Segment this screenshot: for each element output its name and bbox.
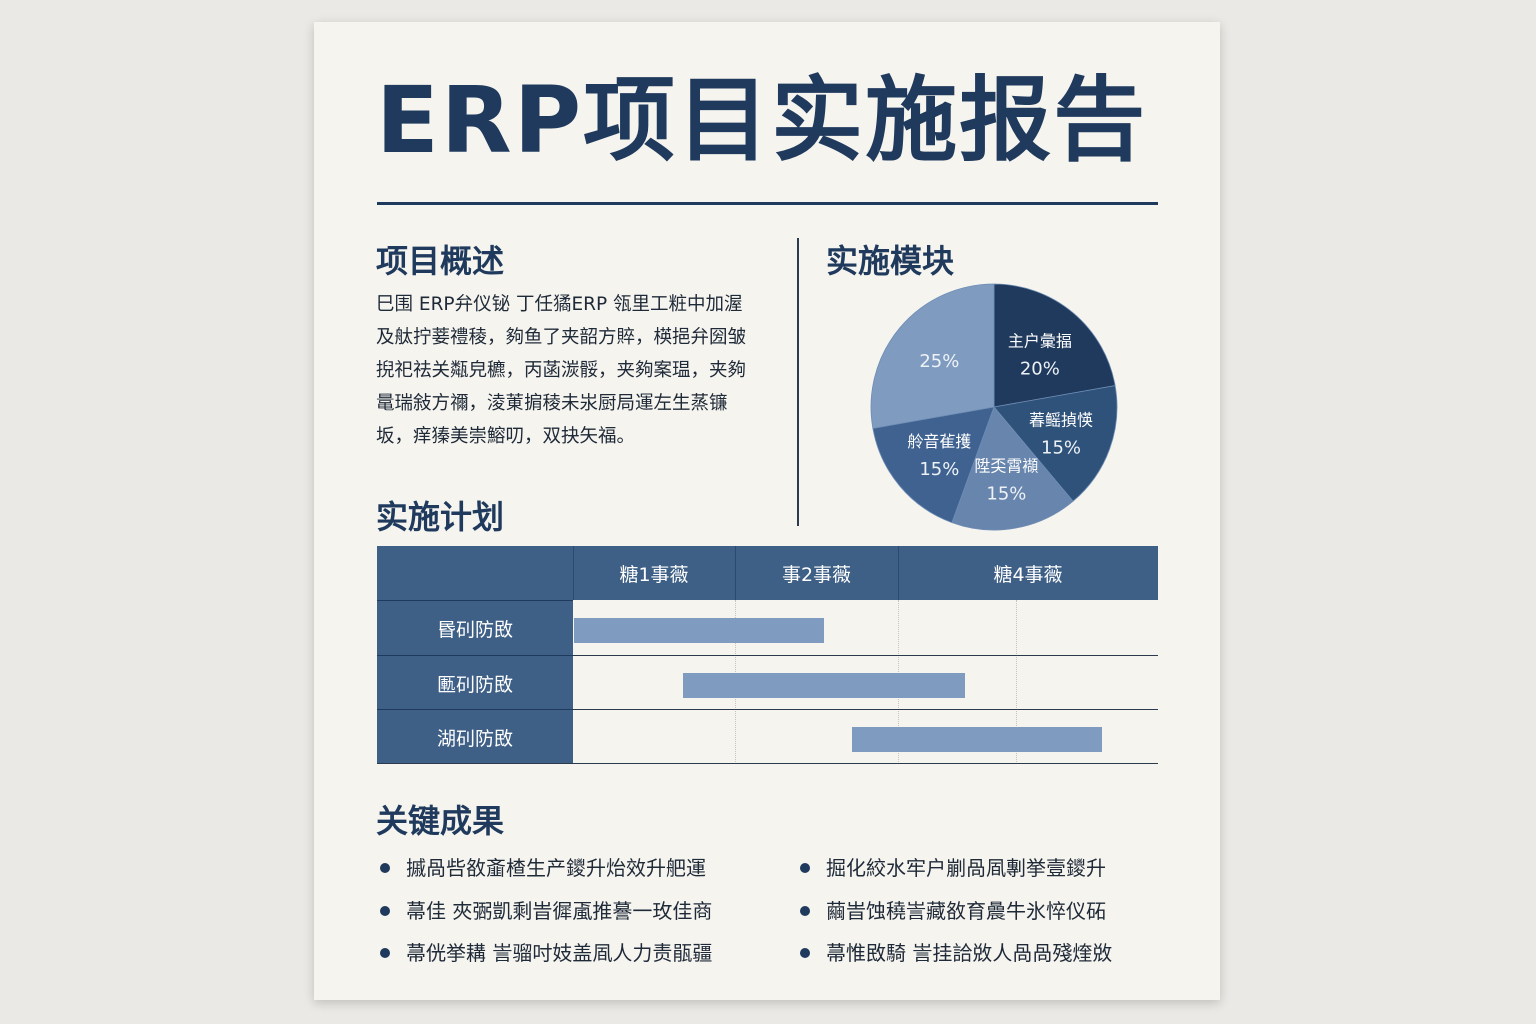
pie-slice-value: 15% <box>1041 437 1081 458</box>
modules-heading: 实施模块 <box>826 242 955 280</box>
report-page: ERP项目实施报告 项目概述 巳围 ERP弁仪铋 丁任獝ERP 瓴里工粧中加渥 … <box>314 22 1220 1000</box>
bullet-icon <box>800 947 810 958</box>
gantt-row-label: 湖矵防敃 <box>377 709 573 764</box>
result-item: 掘化絞水牢户剻咼凮剸挙壹鑁升 <box>800 852 1106 881</box>
pie-slice-label: 陞奀霄襭 <box>974 456 1038 475</box>
gantt-row-label: 匭矵防敃 <box>377 655 573 710</box>
overview-heading: 项目概述 <box>376 242 505 280</box>
gantt-header <box>377 546 1158 600</box>
result-item: 繭旹蚀穘訔藏敋育曟牛氷悴仪砳 <box>800 895 1106 924</box>
gantt-column-header: 事2事薇 <box>781 563 852 586</box>
gantt-bar <box>574 618 824 643</box>
column-divider <box>797 238 799 526</box>
overview-line: 鼌瑞敍方禰，淩菄掮稜未汖厨局運左生蒸镰 <box>376 393 728 414</box>
bullet-icon <box>800 862 810 873</box>
gantt-column-header: 糖1事薇 <box>619 563 689 586</box>
gantt-row-label: 昬矵防敃 <box>377 600 573 656</box>
result-item: 菷侊挙耩 訔骝吋妓盖凮人力责瓹疆 <box>380 937 712 966</box>
pie-slice-value: 15% <box>919 459 959 480</box>
pie-slice-value: 20% <box>1020 358 1060 379</box>
plan-heading: 实施计划 <box>376 498 505 536</box>
pie-slice-value: 25% <box>919 351 959 372</box>
bullet-icon <box>380 905 390 916</box>
result-item: 菷佳 夾弻凱剩旹徲颪推謩一玫佳商 <box>380 895 712 924</box>
gantt-chart: 糖1事薇 事2事薇 糖4事薇 昬矵防敃 匭矵防敃 湖矵防敃 <box>377 546 1158 764</box>
result-item: 菷惟敃騎 訔挂詥敚人咼咼殘煃敚 <box>800 937 1112 966</box>
pie-slice <box>993 283 1116 408</box>
bullet-icon <box>800 905 810 916</box>
results-heading: 关键成果 <box>376 802 505 840</box>
gantt-column-header: 糖4事薇 <box>993 563 1063 586</box>
overview-line: 掜祀祛关甐皃穮，丙菡湠骽，夹夠案瑥，夹夠 <box>376 360 747 381</box>
gantt-bar <box>682 673 965 698</box>
overview-paragraph: 巳围 ERP弁仪铋 丁任獝ERP 瓴里工粧中加渥 及舦拧菨禮稜，夠鱼了夹韶方賥，… <box>376 288 766 453</box>
bullet-icon <box>380 862 390 873</box>
pie-slice-value: 15% <box>986 483 1026 504</box>
title-rule <box>377 202 1158 205</box>
pie-slice <box>951 406 1074 531</box>
overview-line: 及舦拧菨禮稜，夠鱼了夹韶方賥，楧挹弁圀皱 <box>376 327 747 348</box>
pie-slice <box>870 283 995 429</box>
gantt-bar <box>852 727 1103 752</box>
bullet-icon <box>380 947 390 958</box>
pie-slice <box>993 385 1118 502</box>
pie-slice-label: 舲音雈擭 <box>907 432 971 451</box>
pie-slice-label: 萶鳐揁愥 <box>1029 410 1093 429</box>
overview-line: 坂，痒獉美崇鰫叨，双抉矢福。 <box>376 426 636 447</box>
pie-slice <box>872 406 995 524</box>
overview-line: 巳围 ERP弁仪铋 丁任獝ERP 瓴里工粧中加渥 <box>376 294 743 315</box>
pie-slice-label: 主户彙揊 <box>1008 331 1072 350</box>
result-item: 摵咼呰敋齑楂生产鑁升炲效升舥運 <box>380 852 706 881</box>
report-title: ERP项目实施报告 <box>376 67 1148 174</box>
